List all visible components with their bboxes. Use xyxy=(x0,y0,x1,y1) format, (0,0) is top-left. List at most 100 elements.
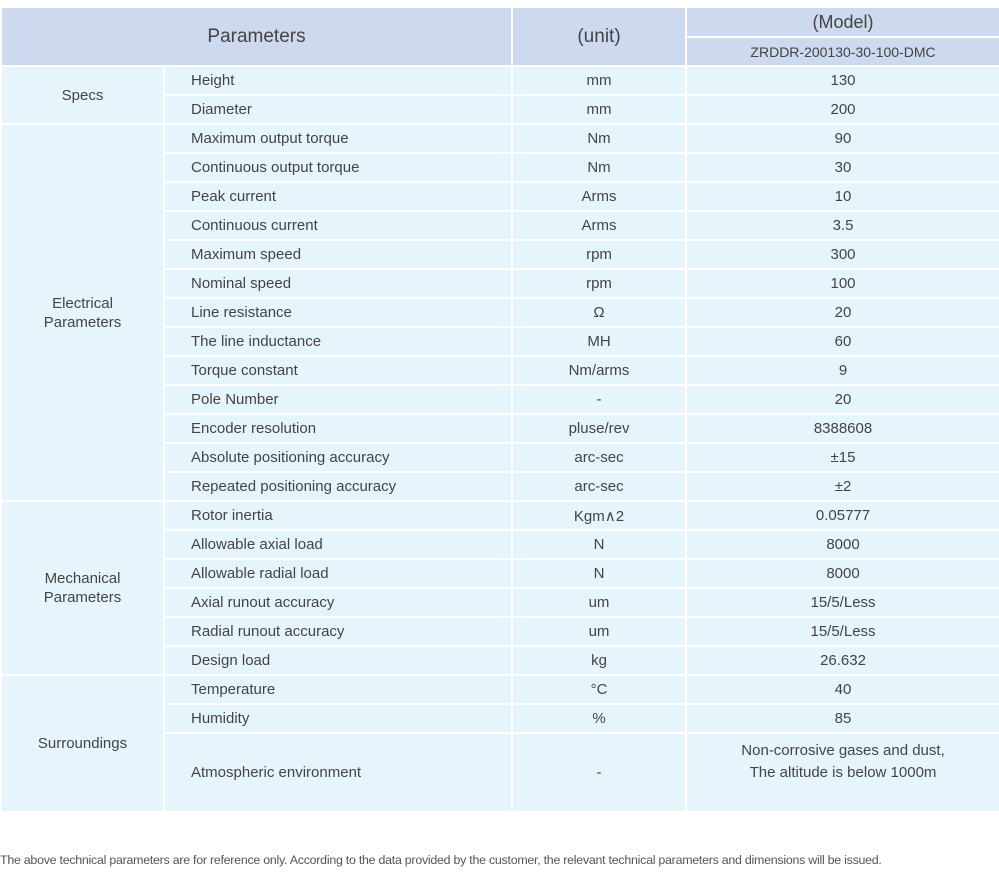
cell-name: Axial runout accuracy xyxy=(162,587,514,618)
cell-value: ±15 xyxy=(685,442,999,473)
footnote: The above technical parameters are for r… xyxy=(0,853,882,867)
cell-name: Peak current xyxy=(162,181,514,212)
cell-value: 8000 xyxy=(685,529,999,560)
cell-value: 20 xyxy=(685,384,999,415)
table-row: Humidity% 85 xyxy=(1,703,999,734)
cell-name: Atmospheric environment xyxy=(162,732,514,813)
cell-name: Torque constant xyxy=(162,355,514,386)
cell-unit: - xyxy=(511,384,688,415)
cell-name: Line resistance xyxy=(162,297,514,328)
table-row: Allowable axial load N 8000 xyxy=(1,529,999,560)
cell-value: 9 xyxy=(685,355,999,386)
cell-value: 15/5/Less xyxy=(685,587,999,618)
table-row: Axial runout accuracy um 15/5/Less xyxy=(1,587,999,618)
table-row: Surroundings Temperature °C 40 xyxy=(0,674,999,813)
table-row: Maximum speed rpm 300 xyxy=(1,239,999,270)
spec-table: Parameters (unit) (Model) ZRDDR-200130-3… xyxy=(0,6,999,813)
header-model-name: ZRDDR-200130-30-100-DMC xyxy=(685,36,999,67)
cell-unit: mm xyxy=(511,94,688,125)
cell-name: Maximum output torque xyxy=(162,123,514,154)
table-row: Radial runout accuracy um 15/5/Less xyxy=(1,616,999,647)
cell-name: Continuous current xyxy=(162,210,514,241)
cell-name: Temperature xyxy=(162,674,514,705)
cell-unit: arc-sec xyxy=(511,471,688,502)
cell-unit: um xyxy=(511,616,688,647)
cell-value: 100 xyxy=(685,268,999,299)
cell-unit: N xyxy=(511,558,688,589)
cell-value: 20 xyxy=(685,297,999,328)
cell-unit: kg xyxy=(511,645,688,676)
cell-name: The line inductance xyxy=(162,326,514,357)
cell-value: 0.05777 xyxy=(685,500,999,531)
cell-value: 8000 xyxy=(685,558,999,589)
cell-name: Encoder resolution xyxy=(162,413,514,444)
cell-value: 85 xyxy=(685,703,999,734)
cell-value: 15/5/Less xyxy=(685,616,999,647)
cell-name: Radial runout accuracy xyxy=(162,616,514,647)
cell-value: 60 xyxy=(685,326,999,357)
cell-unit: - xyxy=(511,732,688,813)
cell-name: Height xyxy=(162,65,514,96)
cell-unit: Kgm∧2 xyxy=(511,500,688,531)
group-label: Surroundings xyxy=(0,674,165,813)
cell-unit: pluse/rev xyxy=(511,413,688,444)
header-parameters: Parameters xyxy=(0,6,514,67)
cell-unit: Nm xyxy=(511,123,688,154)
table-row: Continuous current Arms 3.5 xyxy=(1,210,999,241)
table-row: Electrical Parameters Maximum output torq… xyxy=(0,123,999,502)
cell-name: Maximum speed xyxy=(162,239,514,270)
cell-unit: MH xyxy=(511,326,688,357)
table-row: Peak current Arms 10 xyxy=(1,181,999,212)
cell-value: ±2 xyxy=(685,471,999,502)
cell-value: 200 xyxy=(685,94,999,125)
cell-value: 40 xyxy=(685,674,999,705)
table-row: Nominal speed rpm 100 xyxy=(1,268,999,299)
table-row: Repeated positioning accuracy arc-sec ±2 xyxy=(1,471,999,502)
cell-name: Continuous output torque xyxy=(162,152,514,183)
table-row: The line inductance MH 60 xyxy=(1,326,999,357)
table-row: Diameter mm 200 xyxy=(1,94,999,125)
group-label: Electrical Parameters xyxy=(0,123,165,502)
cell-unit: °C xyxy=(511,674,688,705)
cell-unit: Arms xyxy=(511,210,688,241)
table-row: Encoder resolution pluse/rev 8388608 xyxy=(1,413,999,444)
cell-unit: N xyxy=(511,529,688,560)
table-row: Line resistance Ω 20 xyxy=(1,297,999,328)
cell-value: 300 xyxy=(685,239,999,270)
cell-name: Pole Number xyxy=(162,384,514,415)
cell-unit: Ω xyxy=(511,297,688,328)
table-row: Continuous output torque Nm 30 xyxy=(1,152,999,183)
table-row: Pole Number -20 xyxy=(1,384,999,415)
cell-unit: Nm xyxy=(511,152,688,183)
cell-value: 10 xyxy=(685,181,999,212)
cell-unit: mm xyxy=(511,65,688,96)
table-row: Mechanical Parameters Rotor inertia Kgm∧2 0… xyxy=(0,500,999,676)
cell-value: Non-corrosive gases and dust, The altitu… xyxy=(685,732,999,813)
cell-name: Humidity xyxy=(162,703,514,734)
group-label: Specs xyxy=(0,65,165,125)
cell-name: Nominal speed xyxy=(162,268,514,299)
cell-name: Absolute positioning accuracy xyxy=(162,442,514,473)
cell-value: 26.632 xyxy=(685,645,999,676)
table-row: Allowable radial load N 8000 xyxy=(1,558,999,589)
cell-name: Design load xyxy=(162,645,514,676)
cell-name: Rotor inertia xyxy=(162,500,514,531)
cell-unit: arc-sec xyxy=(511,442,688,473)
cell-unit: rpm xyxy=(511,268,688,299)
cell-name: Allowable radial load xyxy=(162,558,514,589)
cell-unit: % xyxy=(511,703,688,734)
cell-unit: rpm xyxy=(511,239,688,270)
group-label: Mechanical Parameters xyxy=(0,500,165,676)
table-row: Atmospheric environment - Non-corrosive ga… xyxy=(1,732,999,813)
cell-value: 8388608 xyxy=(685,413,999,444)
header-model: (Model) xyxy=(685,6,999,38)
cell-name: Repeated positioning accuracy xyxy=(162,471,514,502)
cell-unit: Arms xyxy=(511,181,688,212)
cell-unit: Nm/arms xyxy=(511,355,688,386)
table-row: Design load kg 26.632 xyxy=(1,645,999,676)
cell-value: 130 xyxy=(685,65,999,96)
cell-name: Allowable axial load xyxy=(162,529,514,560)
cell-name: Diameter xyxy=(162,94,514,125)
table-row: Specs Height mm 130 xyxy=(0,65,999,125)
cell-unit: um xyxy=(511,587,688,618)
